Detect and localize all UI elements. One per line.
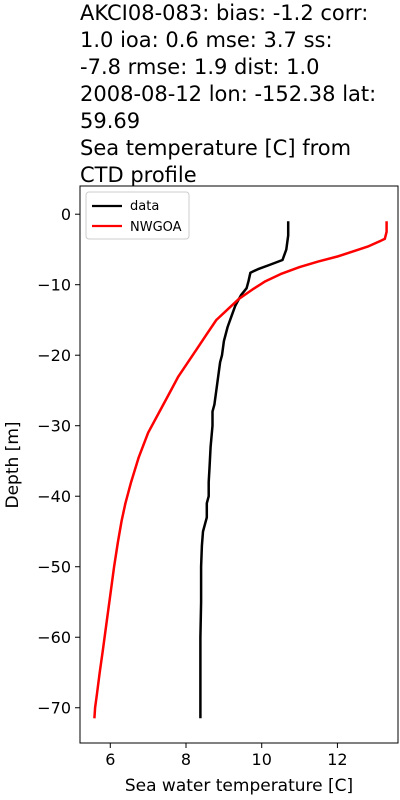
title-line-4: 2008-08-12 lon: -152.38 lat: <box>80 82 377 106</box>
y-tick-label: −60 <box>37 628 71 647</box>
y-tick-label: 0 <box>61 205 71 224</box>
title-line-6: Sea temperature [C] from <box>80 136 352 160</box>
legend-box <box>85 191 190 240</box>
legend: data NWGOA <box>85 191 190 240</box>
title-line-1: AKCI08-083: bias: -1.2 corr: <box>80 1 369 25</box>
y-tick-label: −10 <box>37 276 71 295</box>
x-tick-label: 8 <box>181 750 191 769</box>
x-tick-label: 12 <box>327 750 347 769</box>
title-line-2: 1.0 ioa: 0.6 mse: 3.7 ss: <box>80 28 333 52</box>
x-tick-label: 6 <box>105 750 115 769</box>
series-line-nwgoa <box>93 221 388 719</box>
ticks-layer: 6 8 10 12 0 −10 −20 −30 −40 −50 −60 −70 <box>37 205 347 769</box>
legend-label-nwgoa: NWGOA <box>130 220 182 235</box>
plot-frame <box>79 185 399 744</box>
y-tick-label: −40 <box>37 487 71 506</box>
y-tick-label: −30 <box>37 417 71 436</box>
y-tick-label: −20 <box>37 346 71 365</box>
chart-title: AKCI08-083: bias: -1.2 corr: 1.0 ioa: 0.… <box>80 0 398 189</box>
series-line-data <box>199 221 290 719</box>
y-tick-label: −50 <box>37 558 71 577</box>
x-axis-label: Sea water temperature [C] <box>125 776 353 796</box>
y-axis-label: Depth [m] <box>3 421 23 508</box>
series-layer <box>93 221 388 719</box>
title-line-7: CTD profile <box>80 163 197 187</box>
legend-label-data: data <box>130 199 159 214</box>
title-line-3: -7.8 rmse: 1.9 dist: 1.0 <box>80 55 320 79</box>
title-line-5: 59.69 <box>80 109 141 133</box>
y-tick-label: −70 <box>37 699 71 718</box>
x-tick-label: 10 <box>252 750 272 769</box>
